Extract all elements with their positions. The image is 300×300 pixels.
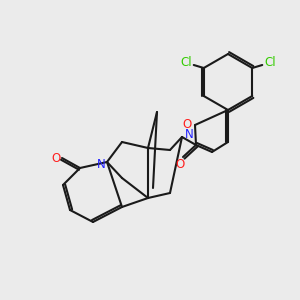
Text: O: O	[176, 158, 184, 170]
Text: N: N	[97, 158, 105, 170]
Text: Cl: Cl	[264, 56, 276, 70]
Text: O: O	[182, 118, 192, 131]
Text: N: N	[185, 128, 194, 142]
Text: O: O	[51, 152, 61, 164]
Text: Cl: Cl	[180, 56, 192, 70]
